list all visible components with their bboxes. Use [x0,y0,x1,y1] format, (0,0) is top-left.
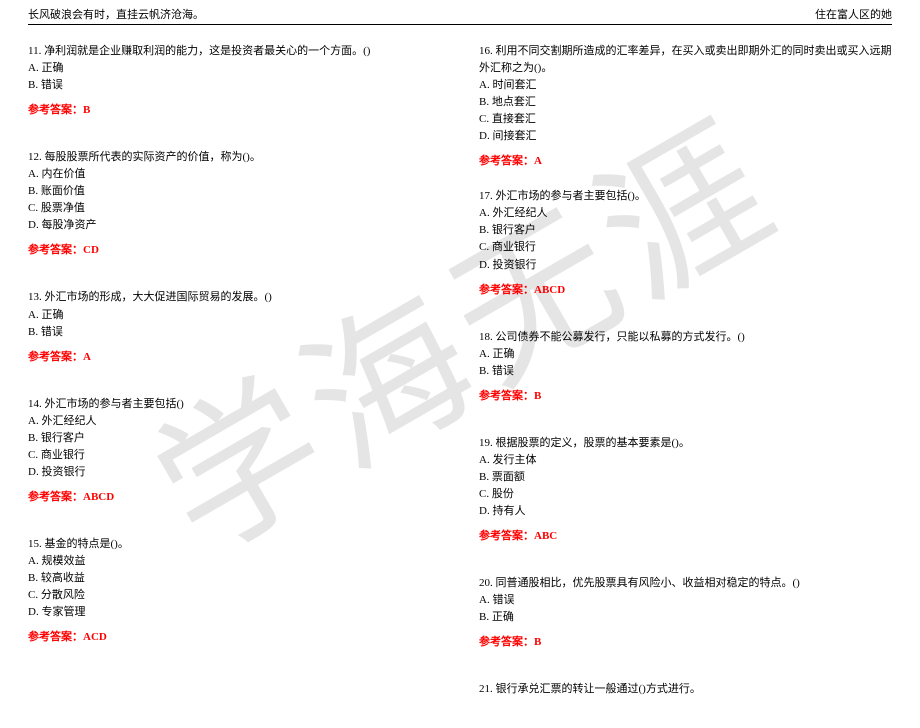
option: B. 地点套汇 [479,94,892,111]
left-column: 11. 净利润就是企业赚取利润的能力，这是投资者最关心的一个方面。()A. 正确… [28,43,441,728]
option: C. 商业银行 [28,447,441,464]
option: D. 每股净资产 [28,217,441,234]
option: B. 较高收益 [28,570,441,587]
option: C. 直接套汇 [479,111,892,128]
question-text: 21. 银行承兑汇票的转让一般通过()方式进行。 [479,681,892,698]
option: C. 股份 [479,486,892,503]
question-text: 16. 利用不同交割期所造成的汇率差异，在买入或卖出即期外汇的同时卖出或买入远期… [479,43,892,77]
answer-label: 参考答案：ACD [28,629,441,646]
question-block: 21. 银行承兑汇票的转让一般通过()方式进行。 [479,681,892,698]
answer-label: 参考答案：ABC [479,528,892,545]
question-block: 16. 利用不同交割期所造成的汇率差异，在买入或卖出即期外汇的同时卖出或买入远期… [479,43,892,170]
option: C. 商业银行 [479,239,892,256]
question-block: 15. 基金的特点是()。A. 规模效益B. 较高收益C. 分散风险D. 专家管… [28,536,441,646]
option: C. 分散风险 [28,587,441,604]
option: D. 专家管理 [28,604,441,621]
option: A. 外汇经纪人 [479,205,892,222]
question-text: 18. 公司债券不能公募发行，只能以私募的方式发行。() [479,329,892,346]
question-text: 19. 根据股票的定义，股票的基本要素是()。 [479,435,892,452]
option: D. 投资银行 [479,257,892,274]
question-block: 19. 根据股票的定义，股票的基本要素是()。A. 发行主体B. 票面额C. 股… [479,435,892,545]
option: A. 内在价值 [28,166,441,183]
answer-label: 参考答案：ABCD [28,489,441,506]
option: A. 发行主体 [479,452,892,469]
option: A. 正确 [28,60,441,77]
question-text: 15. 基金的特点是()。 [28,536,441,553]
option: B. 账面价值 [28,183,441,200]
header-right: 住在富人区的她 [815,6,892,22]
option: A. 外汇经纪人 [28,413,441,430]
option: A. 正确 [479,346,892,363]
answer-label: 参考答案：ABCD [479,282,892,299]
option: D. 持有人 [479,503,892,520]
question-block: 12. 每股股票所代表的实际资产的价值，称为()。A. 内在价值B. 账面价值C… [28,149,441,259]
option: A. 正确 [28,307,441,324]
question-block: 17. 外汇市场的参与者主要包括()。A. 外汇经纪人B. 银行客户C. 商业银… [479,188,892,298]
option: B. 错误 [28,77,441,94]
question-text: 17. 外汇市场的参与者主要包括()。 [479,188,892,205]
option: B. 银行客户 [479,222,892,239]
option: B. 票面额 [479,469,892,486]
answer-label: 参考答案：A [479,153,892,170]
option: A. 错误 [479,592,892,609]
question-text: 14. 外汇市场的参与者主要包括() [28,396,441,413]
option: A. 时间套汇 [479,77,892,94]
answer-label: 参考答案：A [28,349,441,366]
answer-label: 参考答案：B [479,634,892,651]
right-column: 16. 利用不同交割期所造成的汇率差异，在买入或卖出即期外汇的同时卖出或买入远期… [479,43,892,728]
answer-label: 参考答案：B [479,388,892,405]
option: A. 规模效益 [28,553,441,570]
question-text: 13. 外汇市场的形成，大大促进国际贸易的发展。() [28,289,441,306]
question-text: 12. 每股股票所代表的实际资产的价值，称为()。 [28,149,441,166]
option: D. 间接套汇 [479,128,892,145]
option: D. 投资银行 [28,464,441,481]
question-block: 14. 外汇市场的参与者主要包括()A. 外汇经纪人B. 银行客户C. 商业银行… [28,396,441,506]
option: B. 正确 [479,609,892,626]
page-header: 长风破浪会有时，直挂云帆济沧海。 住在富人区的她 [28,6,892,25]
option: B. 银行客户 [28,430,441,447]
option: B. 错误 [28,324,441,341]
question-text: 11. 净利润就是企业赚取利润的能力，这是投资者最关心的一个方面。() [28,43,441,60]
option: C. 股票净值 [28,200,441,217]
page-container: 长风破浪会有时，直挂云帆济沧海。 住在富人区的她 11. 净利润就是企业赚取利润… [0,0,920,651]
question-block: 11. 净利润就是企业赚取利润的能力，这是投资者最关心的一个方面。()A. 正确… [28,43,441,119]
answer-label: 参考答案：B [28,102,441,119]
question-block: 13. 外汇市场的形成，大大促进国际贸易的发展。()A. 正确B. 错误参考答案… [28,289,441,365]
question-text: 20. 同普通股相比，优先股票具有风险小、收益相对稳定的特点。() [479,575,892,592]
option: B. 错误 [479,363,892,380]
answer-label: 参考答案：CD [28,242,441,259]
question-block: 18. 公司债券不能公募发行，只能以私募的方式发行。()A. 正确B. 错误参考… [479,329,892,405]
question-block: 20. 同普通股相比，优先股票具有风险小、收益相对稳定的特点。()A. 错误B.… [479,575,892,651]
header-left: 长风破浪会有时，直挂云帆济沧海。 [28,6,204,22]
two-column-layout: 11. 净利润就是企业赚取利润的能力，这是投资者最关心的一个方面。()A. 正确… [28,43,892,728]
